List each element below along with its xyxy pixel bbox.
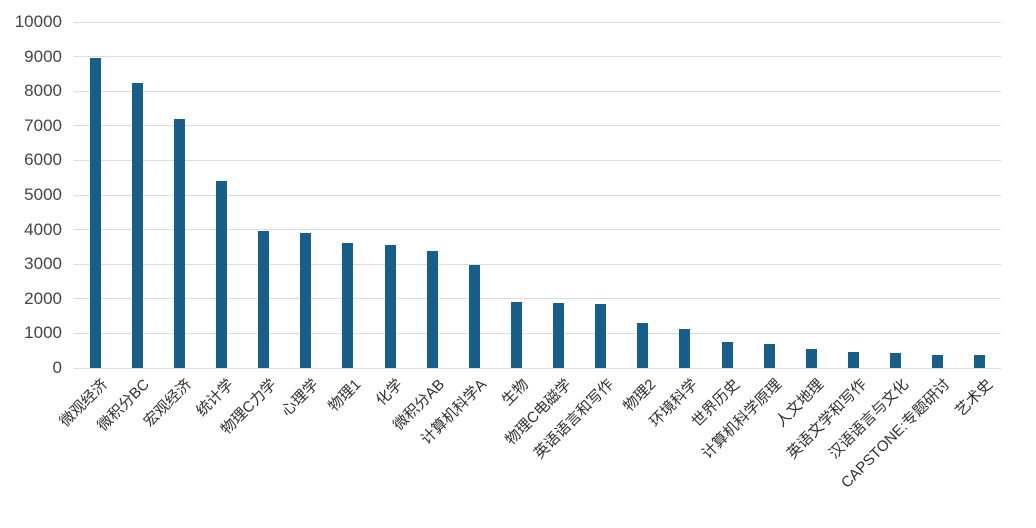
bar — [342, 243, 354, 368]
gridline — [74, 125, 1001, 127]
bar — [131, 82, 143, 368]
y-tick-label: 3000 — [24, 254, 62, 274]
gridline — [74, 21, 1001, 23]
bar — [721, 342, 733, 368]
x-tick-label: 物理2 — [619, 376, 659, 416]
bar — [848, 352, 860, 368]
x-tick-label: 心理学 — [277, 376, 322, 420]
gridline — [74, 332, 1001, 334]
gridline — [74, 263, 1001, 265]
bar — [258, 231, 270, 368]
y-tick-label: 10000 — [14, 12, 62, 31]
y-tick-label: 0 — [52, 358, 62, 377]
bar — [510, 302, 522, 368]
gridline — [74, 56, 1001, 58]
bar — [89, 58, 101, 368]
y-tick-label: 2000 — [24, 288, 62, 308]
gridline — [74, 90, 1001, 92]
gridline — [74, 194, 1001, 196]
y-tick-label: 9000 — [24, 46, 62, 66]
bar — [300, 233, 312, 368]
x-tick-label: 化学 — [372, 376, 407, 410]
bar — [763, 343, 775, 368]
x-tick-label: 艺术史 — [952, 376, 996, 420]
y-tick-label: 6000 — [24, 150, 62, 170]
bar — [595, 303, 607, 368]
y-tick-label: 8000 — [24, 81, 62, 101]
bar — [468, 264, 480, 368]
x-tick-label: 生物 — [499, 376, 533, 410]
bar — [637, 323, 649, 368]
bar — [215, 181, 227, 368]
bar — [173, 118, 185, 368]
y-tick-label: 4000 — [24, 219, 62, 239]
bar — [890, 353, 902, 368]
x-tick-label: 物理1 — [324, 376, 364, 416]
bar — [974, 355, 986, 368]
bar — [932, 354, 944, 368]
gridline — [74, 229, 1001, 231]
y-tick-label: 5000 — [24, 185, 62, 204]
bar — [679, 329, 691, 368]
y-tick-label: 1000 — [24, 323, 62, 343]
bar — [553, 303, 565, 368]
gridline — [74, 159, 1001, 161]
bar — [384, 245, 396, 368]
bar — [426, 251, 438, 368]
gridline — [74, 367, 1001, 369]
y-tick-label: 7000 — [24, 115, 62, 135]
gridline — [74, 298, 1001, 300]
bar — [805, 348, 817, 368]
